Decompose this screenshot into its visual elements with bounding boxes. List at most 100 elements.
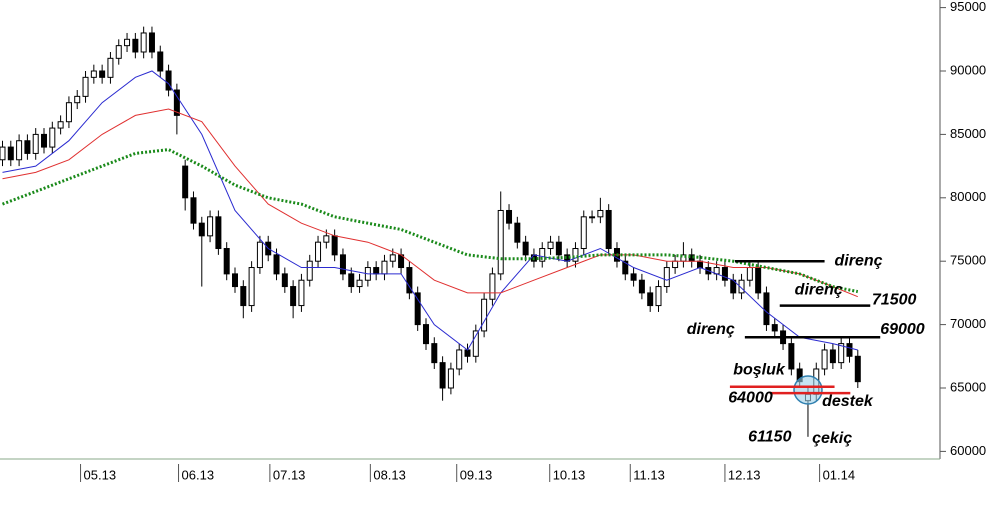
candle-body: [605, 209, 612, 250]
candle-body: [406, 267, 413, 294]
y-tick-label: 85000: [950, 126, 986, 141]
y-tick-label: 70000: [950, 316, 986, 331]
candle-body: [107, 57, 114, 78]
candle-body: [74, 95, 81, 104]
candle-body: [638, 279, 645, 294]
candle-body: [207, 216, 214, 237]
candle-body: [597, 209, 604, 218]
candle-body: [589, 216, 596, 219]
candle-body: [215, 216, 222, 250]
candle-body: [232, 273, 238, 288]
candle-body: [273, 254, 280, 275]
annotation: çekiç: [812, 430, 852, 447]
candle-body: [148, 32, 155, 53]
annotation: 69000: [880, 321, 925, 338]
candle-body: [157, 51, 164, 72]
candle-body: [431, 343, 438, 364]
candle-body: [489, 273, 496, 300]
candle-body: [472, 330, 479, 357]
x-tick-label: 11.13: [633, 467, 665, 482]
candle-body: [381, 260, 388, 275]
x-tick-label: 01.14: [823, 467, 856, 482]
candle-body: [854, 355, 861, 383]
candle-body: [622, 260, 629, 275]
candle-body: [746, 267, 753, 281]
y-tick-label: 60000: [950, 443, 986, 458]
candle-body: [182, 165, 189, 199]
candle-body: [763, 292, 770, 326]
candle-body: [846, 343, 853, 357]
candle-body: [755, 267, 762, 294]
candle-body: [497, 209, 504, 275]
candle-body: [373, 267, 380, 275]
candle-body: [522, 241, 529, 256]
candle-body: [339, 254, 346, 275]
candle-body: [256, 241, 263, 269]
moving-average: [1, 148, 859, 294]
x-tick-label: 12.13: [728, 467, 761, 482]
candle-body: [514, 222, 521, 243]
candle-body: [456, 349, 463, 370]
candle-body: [838, 343, 845, 364]
candle-body: [24, 140, 31, 154]
candle-body: [697, 260, 704, 269]
candle-body: [65, 102, 72, 123]
annotation: boşluk: [733, 361, 786, 378]
candle-body: [7, 146, 14, 161]
candle-body: [439, 362, 446, 389]
candle-body: [348, 273, 355, 288]
x-tick-label: 07.13: [273, 467, 306, 482]
y-tick-label: 65000: [950, 379, 986, 394]
annotation: 71500: [872, 292, 917, 309]
y-tick-label: 75000: [950, 253, 986, 268]
candle-body: [647, 292, 654, 307]
y-tick-label: 95000: [950, 0, 986, 14]
annotation: destek: [822, 393, 874, 410]
candle-body: [389, 254, 396, 262]
candle-body: [173, 89, 180, 116]
candle-body: [356, 279, 363, 288]
candle-body: [721, 267, 728, 281]
candle-body: [165, 70, 172, 91]
candle-body: [41, 133, 48, 148]
x-tick-label: 10.13: [553, 467, 586, 482]
candle-body: [829, 349, 836, 364]
candle-body: [132, 38, 139, 53]
annotation: direnç: [795, 282, 843, 299]
candle-body: [290, 286, 297, 307]
candle-body: [323, 235, 330, 243]
candle-body: [115, 45, 122, 59]
candle-body: [315, 241, 322, 262]
annotation: direnç: [687, 321, 735, 338]
annotation: direnç: [835, 252, 883, 269]
candle-body: [580, 216, 587, 250]
moving-average: [2, 108, 858, 298]
candle-body: [821, 349, 828, 370]
candle-body: [198, 222, 205, 237]
candle-body: [414, 292, 421, 326]
candle-body: [223, 248, 230, 275]
candle-body: [240, 286, 247, 307]
candle-body: [655, 286, 662, 307]
candle-body: [298, 279, 305, 307]
candle-body: [124, 38, 131, 47]
candle-body: [481, 298, 488, 332]
x-tick-label: 09.13: [460, 467, 493, 482]
candle-body: [140, 32, 147, 53]
candle-body: [738, 279, 745, 294]
candle-body: [331, 235, 338, 256]
candle-body: [248, 267, 255, 307]
candle-body: [281, 273, 288, 288]
candle-body: [82, 76, 89, 97]
candle-body: [547, 241, 554, 250]
candle-body: [447, 368, 454, 389]
candle-body: [771, 324, 778, 332]
candle-body: [663, 267, 670, 288]
candle-body: [306, 260, 313, 281]
candle-body: [630, 273, 637, 281]
candle-body: [49, 127, 56, 148]
candle-body: [16, 140, 23, 161]
candle-body: [464, 349, 471, 357]
x-tick-label: 06.13: [182, 467, 215, 482]
